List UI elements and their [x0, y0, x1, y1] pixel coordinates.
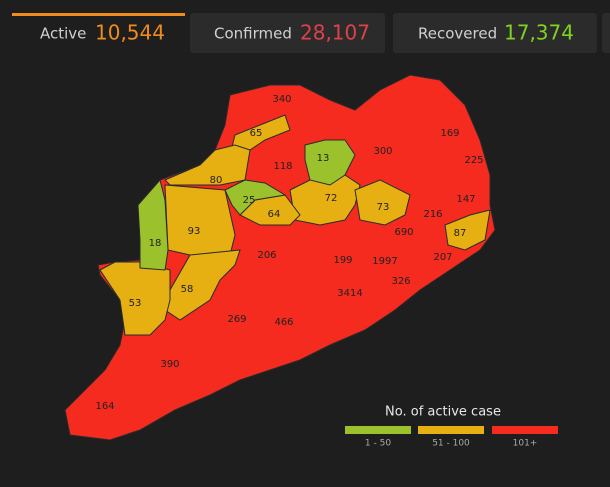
district-label: 340 — [272, 94, 291, 105]
tab-confirmed[interactable] — [190, 13, 385, 53]
district-label: 169 — [440, 128, 459, 139]
legend-label: 101+ — [513, 439, 538, 449]
district-label: 18 — [149, 238, 162, 249]
district-label: 690 — [394, 227, 413, 238]
district-label: 13 — [317, 153, 330, 164]
tab-value: 10,544 — [95, 21, 165, 45]
district-label: 93 — [188, 226, 201, 237]
district-label: 466 — [274, 317, 293, 328]
map — [64, 74, 496, 441]
state-area — [64, 74, 496, 441]
district-label: 25 — [243, 195, 256, 206]
tab-recovered[interactable] — [393, 13, 597, 53]
district-label: 73 — [377, 202, 390, 213]
district-label: 207 — [433, 252, 452, 263]
district-label: 3414 — [337, 288, 362, 299]
tab-label: Confirmed — [214, 25, 292, 43]
district — [99, 261, 171, 336]
district-label: 326 — [391, 276, 410, 287]
district — [224, 179, 287, 216]
legend-swatch — [492, 426, 558, 434]
district-label: 199 — [333, 255, 352, 266]
legend-label: 1 - 50 — [365, 439, 391, 449]
district-label: 72 — [325, 193, 338, 204]
district — [444, 209, 491, 251]
district-label: 206 — [257, 250, 276, 261]
district-label: 390 — [160, 359, 179, 370]
tab-indicator — [12, 13, 185, 16]
district-label: 65 — [250, 128, 263, 139]
district-label: 53 — [129, 298, 142, 309]
legend-label: 51 - 100 — [432, 439, 470, 449]
district — [304, 139, 356, 186]
district — [354, 179, 411, 226]
district-label: 58 — [181, 284, 194, 295]
district — [137, 178, 169, 271]
tab-active[interactable] — [12, 13, 185, 53]
district-label: 216 — [423, 209, 442, 220]
tab-value: 17,374 — [504, 21, 574, 45]
legend-title: No. of active case — [385, 405, 501, 420]
district-label: 300 — [373, 146, 392, 157]
tab-label: Active — [40, 25, 86, 43]
district-label: 87 — [454, 228, 467, 239]
district-label: 269 — [227, 314, 246, 325]
tab-value: 28,107 — [300, 21, 370, 45]
district-label: 225 — [464, 155, 483, 166]
district-label: 118 — [273, 161, 292, 172]
legend-swatch — [418, 426, 484, 434]
district-label: 147 — [456, 194, 475, 205]
district-label: 164 — [95, 401, 114, 412]
district-label: 64 — [268, 209, 281, 220]
tab-label: Recovered — [418, 25, 497, 43]
district-label: 80 — [210, 175, 223, 186]
tab-more[interactable] — [602, 13, 610, 53]
district — [164, 184, 236, 256]
legend-swatch — [345, 426, 411, 434]
district-label: 1997 — [372, 256, 397, 267]
